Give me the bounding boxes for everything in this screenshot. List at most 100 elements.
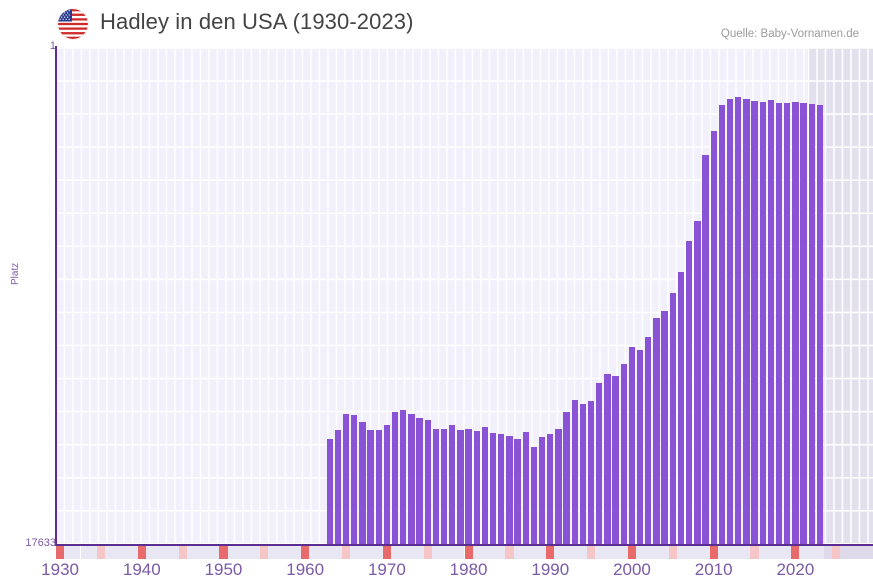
bar	[620, 364, 627, 544]
bar	[612, 376, 619, 544]
x-axis-minor-tick	[268, 546, 277, 559]
bar	[767, 100, 775, 544]
bar	[498, 434, 505, 544]
bar	[596, 383, 603, 544]
bar	[587, 401, 595, 544]
bar	[457, 430, 464, 544]
x-axis-tick-labels: 1930 1940 1950 1960 1970 1980 1990 2000 2010 2020	[0, 560, 873, 587]
x-axis-minor-tick	[88, 546, 97, 559]
x-axis-minor-tick	[260, 546, 269, 559]
bar	[408, 414, 415, 544]
x-axis-minor-tick	[399, 546, 408, 559]
x-axis-major-tick	[627, 546, 637, 559]
bar	[391, 412, 399, 544]
bar	[538, 437, 546, 544]
y-axis-line	[55, 46, 57, 546]
x-axis-minor-tick	[554, 546, 563, 559]
x-axis-major-tick	[137, 546, 146, 559]
us-flag-icon	[58, 9, 88, 39]
x-axis-minor-tick	[105, 546, 114, 559]
x-axis-minor-tick	[644, 546, 653, 559]
x-axis-minor-tick	[333, 546, 342, 559]
bar	[547, 434, 554, 544]
x-axis-minor-tick	[652, 546, 661, 559]
x-axis-major-tick	[301, 546, 310, 559]
bar	[661, 311, 668, 544]
x-axis-tick-label: 1970	[367, 560, 406, 579]
bar	[735, 97, 742, 544]
x-axis-minor-tick	[848, 546, 857, 559]
bar	[465, 429, 472, 544]
x-axis-tick-label: 2000	[613, 560, 651, 579]
bar	[334, 430, 342, 544]
x-axis-minor-tick	[799, 546, 808, 559]
bar	[375, 430, 382, 544]
x-axis-tick-label: 2010	[694, 560, 733, 579]
bar	[383, 425, 391, 544]
x-axis-minor-tick	[154, 546, 163, 559]
x-axis-minor-tick	[611, 546, 620, 559]
x-axis-minor-tick	[676, 546, 686, 559]
bar	[424, 420, 431, 544]
x-axis-minor-tick	[701, 546, 710, 559]
x-axis-minor-tick	[562, 546, 571, 559]
x-axis-minor-tick	[129, 546, 138, 559]
x-axis-minor-tick	[587, 546, 596, 559]
x-axis-minor-tick	[529, 546, 539, 559]
bar	[653, 318, 660, 544]
bar	[555, 429, 562, 544]
x-axis-major-tick	[56, 546, 65, 559]
x-axis-minor-tick	[742, 546, 751, 559]
x-axis-minor-tick	[538, 546, 547, 559]
bar	[579, 404, 587, 544]
x-axis-minor-tick	[578, 546, 588, 559]
x-axis-minor-tick	[80, 546, 89, 559]
y-axis-tick-bottom: 17633	[25, 537, 56, 549]
x-axis-minor-tick	[815, 546, 824, 559]
y-axis-title: Platz	[10, 262, 21, 285]
x-axis-major-tick	[791, 546, 800, 559]
x-axis-minor-tick	[178, 546, 187, 559]
bar	[440, 429, 448, 544]
bar	[563, 412, 570, 544]
x-axis-minor-tick	[325, 546, 334, 559]
chart-header: Hadley in den USA (1930-2023) Quelle: Ba…	[0, 0, 873, 46]
bar	[718, 105, 726, 544]
x-axis-minor-tick	[415, 546, 424, 559]
bar	[628, 347, 636, 544]
x-axis-major-tick	[464, 546, 473, 559]
x-axis-minor-tick	[660, 546, 669, 559]
x-axis-minor-tick	[170, 546, 179, 559]
bar	[710, 131, 717, 544]
bar	[522, 432, 529, 544]
x-axis-minor-tick	[725, 546, 735, 559]
bar	[367, 430, 374, 544]
x-axis-minor-tick	[513, 546, 522, 559]
x-axis-minor-tick	[374, 546, 383, 559]
x-axis-minor-tick	[292, 546, 302, 559]
x-axis-minor-tick	[505, 546, 514, 559]
x-axis-minor-tick	[856, 546, 865, 559]
bar	[604, 374, 611, 544]
bar	[816, 105, 824, 544]
x-axis-minor-tick	[121, 546, 130, 559]
bar	[571, 400, 578, 544]
x-axis-minor-tick	[96, 546, 105, 559]
x-axis-minor-tick	[840, 546, 849, 559]
x-axis-minor-tick	[456, 546, 465, 559]
bar	[702, 155, 709, 544]
x-axis-minor-tick	[341, 546, 351, 559]
x-axis-minor-tick	[203, 546, 212, 559]
x-axis-minor-tick	[439, 546, 449, 559]
x-axis-minor-tick	[407, 546, 416, 559]
x-axis-minor-tick	[472, 546, 481, 559]
x-axis-minor-tick	[252, 546, 261, 559]
bar	[432, 429, 440, 544]
bar	[359, 422, 366, 544]
bar	[645, 337, 652, 544]
bar	[792, 102, 799, 544]
x-axis-major-tick	[382, 546, 391, 559]
x-axis-minor-tick	[309, 546, 318, 559]
x-axis-tick-label: 1990	[531, 560, 570, 579]
x-axis-minor-tick	[668, 546, 677, 559]
